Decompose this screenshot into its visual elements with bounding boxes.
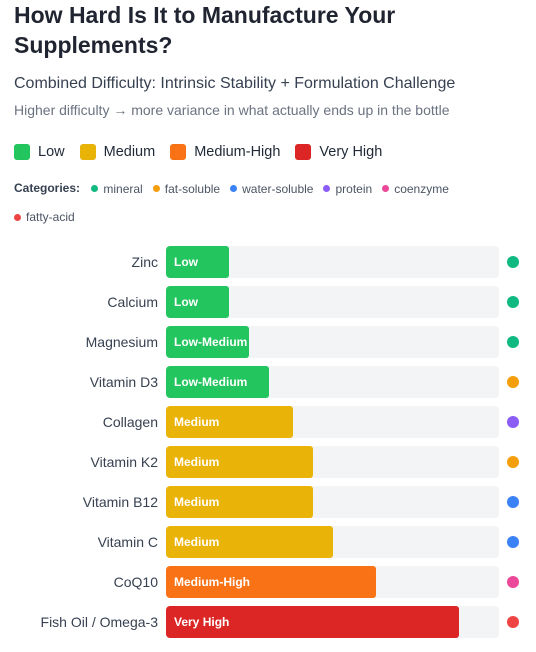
category-item: protein: [323, 175, 372, 203]
chart-row: Calcium Low: [0, 286, 536, 318]
category-dot: [14, 213, 21, 221]
bar-track: Medium: [166, 446, 499, 478]
chart-note: Higher difficulty → more variance in wha…: [14, 102, 450, 118]
category-label: water-soluble: [242, 181, 314, 196]
difficulty-bar: Medium: [166, 406, 293, 438]
legend-swatch: [14, 144, 30, 160]
difficulty-bar: Medium: [166, 446, 313, 478]
bar-label: Medium: [174, 495, 220, 509]
legend-item: Very High: [295, 144, 382, 160]
category-legend: Categories: mineral fat-soluble water-solu…: [14, 174, 514, 231]
chart-subtitle: Combined Difficulty: Intrinsic Stability…: [14, 75, 456, 92]
bar-track: Medium: [166, 526, 499, 558]
category-dot: [230, 185, 238, 192]
row-label: Zinc: [131, 254, 158, 270]
category-marker: [507, 456, 519, 468]
legend-item: Low: [14, 144, 65, 160]
legend-swatch: [295, 144, 312, 160]
difficulty-bar: Medium: [166, 486, 313, 518]
category-marker: [507, 496, 519, 508]
bar-label: Medium-High: [174, 575, 250, 589]
category-marker: [507, 416, 519, 428]
difficulty-bar: Low: [166, 246, 229, 278]
chart-row: Collagen Medium: [0, 406, 536, 438]
bar-track: Medium: [166, 486, 499, 518]
bar-track: Low-Medium: [166, 326, 499, 358]
chart-row: Fish Oil / Omega-3 Very High: [0, 606, 536, 638]
category-marker: [507, 536, 519, 548]
legend-swatch: [170, 144, 187, 160]
bar-track: Low-Medium: [166, 366, 499, 398]
legend-label: Medium-High: [194, 144, 281, 160]
row-label: Vitamin D3: [89, 374, 158, 390]
category-item: water-soluble: [230, 175, 313, 203]
category-marker: [507, 296, 519, 308]
legend-swatch: [79, 144, 96, 160]
categories-label: Categories:: [14, 181, 81, 195]
legend-label: Medium: [103, 144, 156, 160]
chart-row: Vitamin B12 Medium: [0, 486, 536, 518]
bar-label: Low-Medium: [174, 375, 248, 389]
category-label: fatty-acid: [26, 210, 75, 224]
category-label: protein: [335, 181, 373, 196]
category-marker: [507, 376, 519, 388]
chart-row: CoQ10 Medium-High: [0, 566, 536, 598]
row-label: Vitamin B12: [82, 494, 158, 510]
bar-label: Medium: [174, 415, 220, 429]
difficulty-bar: Medium-High: [166, 566, 376, 598]
category-dot: [323, 185, 331, 192]
bar-label: Medium: [174, 455, 220, 469]
row-label: CoQ10: [113, 574, 158, 590]
category-dot: [91, 185, 99, 192]
chart-row: Vitamin D3 Low-Medium: [0, 366, 536, 398]
bar-label: Low-Medium: [174, 335, 248, 349]
category-marker: [507, 616, 519, 628]
chart-row: Magnesium Low-Medium: [0, 326, 536, 358]
bar-label: Low: [174, 255, 198, 269]
bar-label: Very High: [174, 615, 230, 629]
bar-track: Medium: [166, 406, 499, 438]
bar-label: Low: [174, 295, 198, 309]
category-label: fat-soluble: [164, 181, 221, 196]
category-item: coenzyme: [382, 175, 449, 203]
category-item: fatty-acid: [14, 203, 75, 231]
bar-label: Medium: [174, 535, 220, 549]
difficulty-legend: Low Medium Medium-High Very High: [14, 142, 522, 162]
bar-track: Low: [166, 286, 499, 318]
chart-row: Vitamin C Medium: [0, 526, 536, 558]
difficulty-bar: Very High: [166, 606, 459, 638]
difficulty-bar: Medium: [166, 526, 333, 558]
category-marker: [507, 576, 519, 588]
chart-row: Vitamin K2 Medium: [0, 446, 536, 478]
difficulty-bar: Low-Medium: [166, 366, 269, 398]
category-item: mineral: [91, 175, 143, 203]
bar-track: Very High: [166, 606, 499, 638]
page: How Hard Is It to Manufacture Your Suppl…: [0, 0, 536, 231]
row-label: Vitamin K2: [90, 454, 158, 470]
difficulty-bar: Low: [166, 286, 229, 318]
row-label: Vitamin C: [97, 534, 158, 550]
category-marker: [507, 256, 519, 268]
row-label: Fish Oil / Omega-3: [40, 614, 158, 630]
category-label: mineral: [103, 181, 143, 196]
category-marker: [507, 336, 519, 348]
legend-label: Very High: [319, 144, 383, 160]
row-label: Magnesium: [85, 334, 158, 350]
row-label: Calcium: [107, 294, 158, 310]
category-dot: [152, 185, 160, 192]
chart-row: Zinc Low: [0, 246, 536, 278]
legend-label: Low: [38, 144, 65, 160]
row-label: Collagen: [102, 414, 158, 430]
bar-track: Medium-High: [166, 566, 499, 598]
category-label: coenzyme: [394, 181, 449, 196]
category-item: fat-soluble: [152, 175, 221, 203]
category-dot: [382, 185, 390, 192]
difficulty-bar: Low-Medium: [166, 326, 249, 358]
bar-track: Low: [166, 246, 499, 278]
page-title: How Hard Is It to Manufacture Your Suppl…: [14, 2, 396, 58]
legend-item: Medium-High: [170, 144, 280, 160]
legend-item: Medium: [79, 144, 156, 160]
